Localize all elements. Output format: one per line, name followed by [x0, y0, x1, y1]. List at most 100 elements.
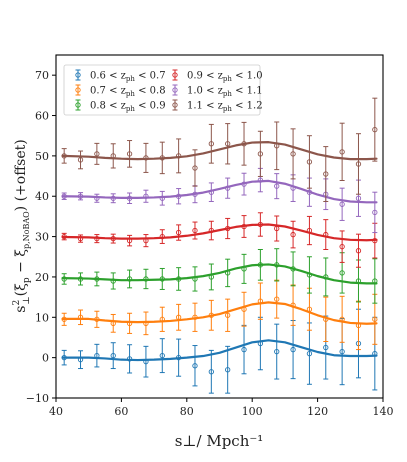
y-tick-label: 0	[42, 352, 49, 365]
y-tick-label: 20	[35, 271, 49, 284]
data-point	[306, 272, 313, 278]
legend-entry: 1.1 < zph < 1.2	[172, 99, 263, 114]
data-point	[192, 227, 198, 234]
data-point	[339, 270, 345, 276]
data-point	[225, 141, 231, 147]
data-point	[241, 141, 247, 147]
legend-box	[63, 64, 261, 116]
data-point	[257, 151, 264, 157]
data-point	[208, 227, 214, 234]
data-point	[355, 322, 362, 329]
data-point	[355, 161, 362, 167]
data-point	[257, 177, 264, 183]
data-point	[372, 127, 378, 133]
data-point	[290, 231, 296, 238]
legend-label: 1.1 < zph < 1.2	[187, 101, 263, 114]
legend-entry: 0.6 < zph < 0.7	[75, 69, 166, 84]
x-tick-label: 100	[242, 405, 263, 418]
data-point	[77, 276, 84, 282]
data-point	[61, 193, 67, 199]
legend-marker	[75, 72, 81, 78]
legend-entry: 0.9 < zph < 1.0	[172, 69, 263, 84]
data-point	[77, 314, 84, 320]
data-point	[241, 306, 247, 312]
data-point	[159, 352, 165, 359]
data-point	[290, 151, 296, 157]
data-point	[110, 278, 116, 284]
data-point	[257, 298, 264, 304]
data-point	[274, 348, 280, 355]
data-point	[208, 312, 214, 318]
data-point	[241, 223, 247, 230]
data-point	[110, 153, 116, 159]
data-point	[323, 316, 329, 322]
data-point	[126, 320, 133, 326]
data-point	[159, 233, 165, 240]
data-point	[143, 276, 149, 282]
data-point	[274, 262, 280, 268]
data-point	[290, 185, 296, 191]
data-point	[159, 316, 165, 322]
legend-entry: 0.8 < zph < 0.9	[75, 99, 166, 113]
data-point	[306, 189, 313, 195]
data-point	[208, 274, 214, 280]
data-point	[372, 209, 378, 216]
y-tick-label: 10	[35, 311, 49, 324]
data-point	[339, 244, 345, 250]
data-point	[208, 189, 214, 195]
data-point	[110, 235, 116, 242]
data-point	[290, 266, 296, 272]
data-point	[77, 357, 84, 363]
data-point	[274, 183, 280, 189]
data-point	[110, 320, 116, 326]
data-point	[306, 350, 313, 357]
data-point	[372, 316, 378, 322]
data-point	[175, 229, 182, 236]
legend-marker	[75, 102, 81, 108]
legend-label: 0.9 < zph < 1.0	[187, 71, 263, 84]
data-point	[372, 278, 378, 284]
data-point	[372, 237, 378, 244]
data-point	[290, 302, 296, 308]
data-point	[355, 195, 362, 201]
data-point	[94, 151, 100, 157]
data-point	[126, 195, 133, 201]
data-point	[94, 276, 100, 282]
axes-frame	[55, 54, 384, 399]
y-tick-label: 50	[35, 150, 49, 163]
data-point	[339, 348, 345, 355]
data-point	[274, 143, 280, 149]
data-point	[372, 350, 378, 357]
legend-marker	[75, 87, 81, 93]
data-point	[143, 193, 149, 199]
data-point	[175, 276, 182, 282]
data-point	[355, 278, 362, 284]
data-point	[61, 276, 67, 282]
data-point	[257, 262, 264, 268]
y-tick-label: 70	[35, 69, 49, 82]
data-point	[77, 157, 84, 163]
data-point	[126, 151, 133, 157]
legend-label: 0.6 < zph < 0.7	[90, 71, 166, 84]
legend: 0.6 < zph < 0.7 0.7 < zph < 0.8 0.8 < zph …	[63, 64, 263, 116]
data-point	[225, 225, 231, 232]
legend-label: 1.0 < zph < 1.1	[187, 86, 263, 99]
y-axis-label: s2⊥(ξp − ξp,NoBAO) (+offset)	[12, 139, 32, 312]
data-point	[77, 193, 84, 199]
data-point	[192, 276, 198, 282]
data-point	[94, 316, 100, 322]
data-point	[143, 237, 149, 244]
data-point	[241, 346, 247, 353]
data-point	[339, 201, 345, 207]
data-point	[208, 369, 214, 375]
data-point	[143, 359, 149, 365]
data-point	[323, 344, 329, 351]
y-tick-label: −10	[26, 392, 49, 405]
series-6	[61, 97, 378, 202]
data-point	[126, 356, 133, 362]
axes: 40 60 80 100 120 140 −10 0 10 20 30 40 50 60 70	[26, 54, 394, 418]
data-point	[77, 235, 84, 242]
data-point	[61, 153, 67, 159]
